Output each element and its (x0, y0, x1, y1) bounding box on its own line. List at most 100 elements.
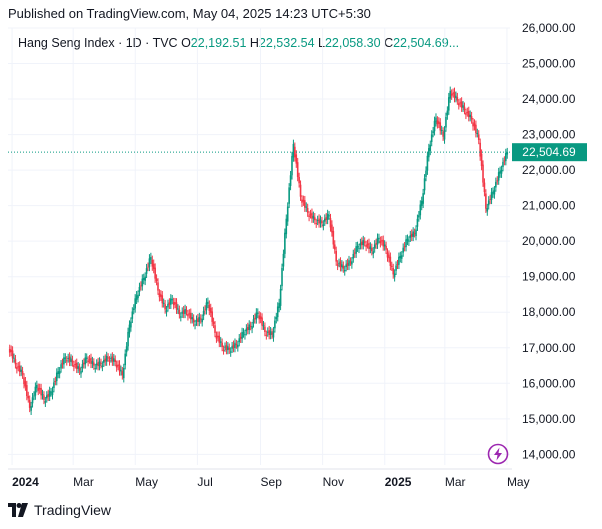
candle-body (160, 294, 162, 297)
candle-body (161, 295, 164, 304)
candle-body (343, 269, 346, 272)
candle-body (97, 362, 99, 367)
candle-body (227, 346, 229, 351)
candle-body (457, 103, 460, 106)
candle-body (218, 335, 221, 343)
y-tick-label: 16,000.00 (522, 376, 576, 390)
candle-body (289, 175, 292, 186)
candle-body (479, 142, 481, 157)
candle-body (165, 310, 168, 313)
candle-body (14, 359, 17, 365)
candle-body (462, 105, 464, 108)
candle-body (21, 371, 24, 375)
candle-body (34, 386, 37, 396)
candle-body (155, 278, 158, 282)
candle-body (192, 318, 195, 323)
candle-body (256, 312, 259, 314)
candle-body (416, 218, 419, 227)
candle-body (174, 302, 176, 304)
candle-body (248, 324, 251, 331)
candle-body (383, 244, 386, 247)
candle-body (386, 252, 389, 258)
candle-body (365, 245, 367, 247)
candle-body (345, 264, 347, 268)
candle-body (315, 223, 318, 225)
candle-body (338, 262, 340, 264)
candle-body (78, 367, 81, 371)
candle-body (158, 293, 161, 298)
candle-body (329, 218, 332, 228)
candle-body (88, 359, 91, 361)
candle-body (492, 191, 494, 194)
candle-body (222, 349, 225, 351)
candle-body (271, 332, 273, 335)
lightning-bolt-icon[interactable] (487, 443, 509, 465)
candle-body (439, 122, 442, 131)
candle-body (101, 365, 104, 367)
candle-body (80, 370, 82, 374)
candle-body (316, 219, 319, 221)
candle-body (141, 278, 144, 287)
candle-body (355, 246, 357, 254)
candle-body (281, 267, 283, 287)
candle-body (221, 342, 223, 348)
candle-body (246, 327, 249, 331)
candle-body (466, 111, 469, 113)
candle-body (47, 393, 50, 397)
last-price-label: 22,504.69 (522, 145, 576, 159)
candle-body (322, 224, 325, 227)
candle-body (157, 282, 159, 291)
candle-body (459, 102, 462, 104)
candle-body (11, 350, 14, 359)
candle-body (28, 399, 31, 408)
candle-body (212, 321, 215, 324)
candle-body (214, 325, 216, 333)
candle-body (435, 117, 437, 123)
candle-body (438, 121, 440, 124)
candle-body (266, 331, 269, 333)
candle-body (455, 95, 457, 99)
y-tick-label: 22,000.00 (522, 163, 576, 177)
candle-body (393, 273, 396, 278)
candle-body (366, 243, 369, 245)
candle-body (13, 357, 15, 359)
candle-body (398, 256, 400, 265)
candle-body (440, 130, 443, 132)
candle-body (305, 206, 308, 208)
candle-body (323, 218, 326, 222)
candle-body (443, 130, 446, 140)
candle-body (483, 182, 486, 193)
candle-body (499, 170, 501, 174)
candle-body (422, 193, 424, 204)
candle-body (108, 360, 111, 362)
candle-body (409, 235, 412, 238)
candle-body (261, 317, 263, 326)
legend-close-label: C (384, 36, 394, 50)
candle-body (53, 382, 55, 389)
candle-body (237, 344, 239, 348)
candle-body (402, 247, 404, 253)
x-tick-label: May (507, 475, 530, 489)
candle-body (75, 362, 78, 369)
candle-body (446, 110, 449, 116)
candle-body (429, 144, 432, 151)
candle-body (181, 311, 184, 314)
candle-body (465, 112, 467, 115)
candle-body (244, 334, 246, 336)
candle-body (103, 360, 105, 363)
candle-body (312, 215, 315, 219)
candle-body (493, 190, 496, 195)
candle-body (418, 215, 420, 218)
tradingview-brand[interactable]: TradingView (8, 502, 111, 518)
candle-body (452, 92, 454, 94)
candle-body (242, 332, 245, 334)
candle-body (91, 361, 94, 364)
candle-body (251, 326, 253, 329)
candle-body (436, 120, 439, 125)
candle-body (162, 302, 165, 304)
candle-body (373, 244, 376, 249)
candle-body (20, 369, 22, 372)
candle-body (238, 338, 241, 343)
candle-body (125, 346, 128, 353)
